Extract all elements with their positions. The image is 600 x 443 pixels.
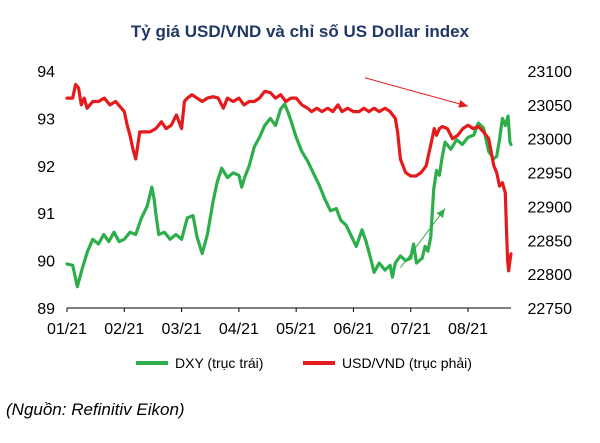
legend-swatch-dxy [136, 361, 168, 365]
usd-vnd-trend-arrow [364, 77, 469, 107]
y-left-tick-label: 91 [37, 206, 55, 223]
y-right-tick-label: 22750 [528, 301, 573, 318]
legend-swatch-usd-vnd [303, 361, 335, 365]
y-right-tick-label: 23100 [528, 64, 573, 81]
dxy-arrow-head [436, 208, 446, 219]
y-right-tick-label: 23000 [528, 132, 573, 149]
x-tick-label: 03/21 [162, 321, 202, 338]
x-tick-label: 01/21 [47, 321, 87, 338]
x-tick-label: 06/21 [333, 321, 373, 338]
y-right-tick-label: 22900 [528, 199, 573, 216]
usd-vnd-arrow-head [458, 99, 469, 108]
y-left-tick-label: 93 [37, 111, 55, 128]
legend-label-dxy: DXY (trục trái) [175, 355, 264, 371]
y-left-tick-label: 92 [37, 159, 55, 176]
y-right-tick-label: 22800 [528, 267, 573, 284]
legend-label-usd-vnd: USD/VND (trục phải) [342, 355, 472, 371]
y-left-tick-label: 94 [37, 64, 55, 81]
x-tick-label: 08/21 [448, 321, 488, 338]
dxy-series-line [65, 102, 513, 289]
y-right-tick-label: 22950 [528, 166, 573, 183]
x-tick-label: 05/21 [276, 321, 316, 338]
x-tick-label: 07/21 [391, 321, 431, 338]
x-tick-label: 02/21 [104, 321, 144, 338]
legend-item-dxy: DXY (trục trái) [136, 353, 263, 373]
usd-vnd-series-line [65, 82, 513, 273]
chart-legend: DXY (trục trái) USD/VND (trục phải) [0, 353, 600, 373]
source-note: (Nguồn: Refinitiv Eikon) [6, 400, 185, 419]
y-left-tick-label: 89 [37, 301, 55, 318]
chart-title: Tỷ giá USD/VND và chỉ số US Dollar index [130, 22, 470, 41]
y-right-tick-label: 23050 [528, 98, 573, 115]
y-right-tick-label: 22850 [528, 233, 573, 250]
legend-item-usd-vnd: USD/VND (trục phải) [303, 353, 472, 373]
x-tick-label: 04/21 [219, 321, 259, 338]
y-left-tick-label: 90 [37, 254, 55, 271]
dxy-trend-arrow [400, 208, 446, 269]
